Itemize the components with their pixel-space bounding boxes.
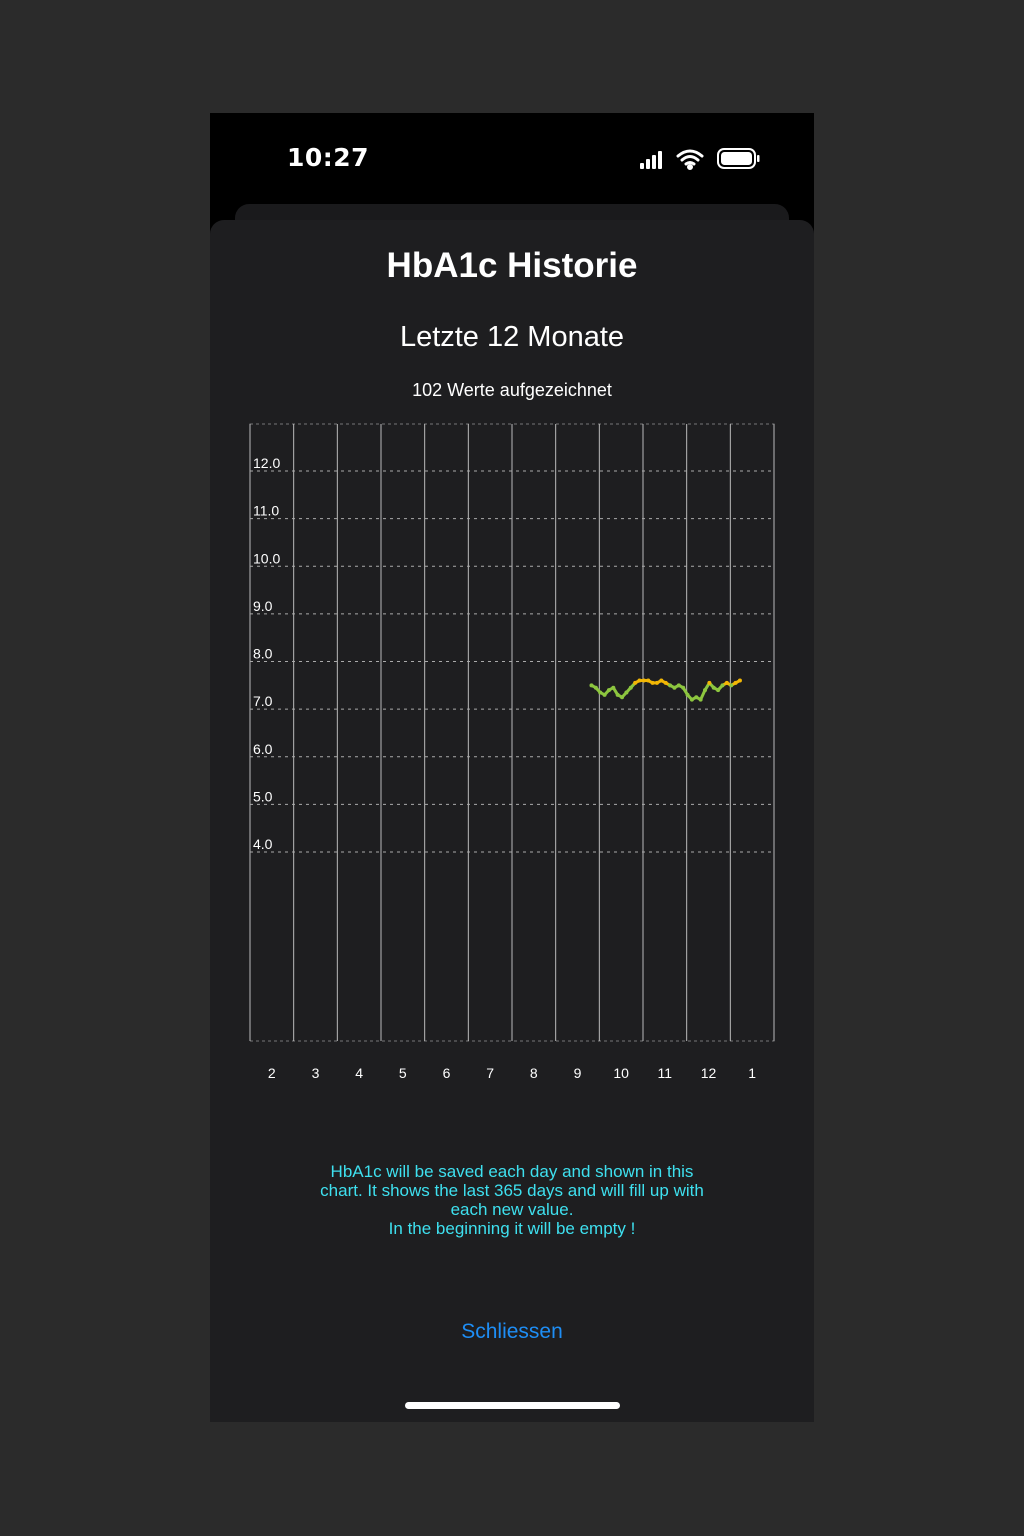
y-tick-label: 10.0 bbox=[253, 550, 280, 566]
x-tick-label: 10 bbox=[613, 1065, 629, 1081]
data-point bbox=[646, 678, 651, 683]
status-time: 10:27 bbox=[287, 143, 370, 172]
info-line: each new value. bbox=[450, 1200, 574, 1219]
data-point bbox=[668, 683, 673, 688]
data-point bbox=[707, 680, 712, 685]
data-point bbox=[637, 678, 642, 683]
data-point bbox=[720, 683, 725, 688]
data-point bbox=[598, 690, 603, 695]
data-point bbox=[615, 692, 620, 697]
y-tick-label: 8.0 bbox=[253, 646, 273, 662]
wifi-icon bbox=[676, 149, 704, 170]
home-indicator bbox=[405, 1402, 620, 1409]
x-tick-label: 5 bbox=[399, 1065, 407, 1081]
data-point bbox=[633, 680, 638, 685]
signal-icon bbox=[640, 151, 662, 169]
x-tick-label: 12 bbox=[701, 1065, 717, 1081]
x-tick-label: 11 bbox=[658, 1065, 673, 1081]
data-point bbox=[698, 697, 703, 702]
data-point bbox=[681, 685, 686, 690]
data-point bbox=[703, 688, 708, 693]
data-point bbox=[729, 683, 734, 688]
data-point bbox=[641, 678, 646, 683]
info-line: In the beginning it will be empty ! bbox=[388, 1219, 636, 1238]
x-tick-label: 8 bbox=[530, 1065, 538, 1081]
y-tick-label: 7.0 bbox=[253, 693, 273, 709]
x-tick-label: 3 bbox=[312, 1065, 320, 1081]
status-bar: 10:27 bbox=[210, 113, 814, 203]
page-title: HbA1c Historie bbox=[386, 246, 638, 285]
data-point bbox=[611, 685, 616, 690]
data-point bbox=[654, 680, 659, 685]
data-point bbox=[685, 692, 690, 697]
close-button[interactable]: Schliessen bbox=[461, 1320, 563, 1343]
data-point bbox=[650, 680, 655, 685]
y-tick-label: 6.0 bbox=[253, 741, 273, 757]
data-point bbox=[733, 680, 738, 685]
data-point bbox=[737, 678, 742, 683]
data-point bbox=[620, 695, 625, 700]
x-tick-label: 2 bbox=[268, 1065, 276, 1081]
y-tick-label: 5.0 bbox=[253, 788, 273, 804]
data-point bbox=[663, 680, 668, 685]
info-text: HbA1c will be saved each day and shown i… bbox=[272, 1162, 752, 1238]
data-point bbox=[606, 688, 611, 693]
data-point bbox=[689, 697, 694, 702]
x-tick-label: 6 bbox=[443, 1065, 451, 1081]
y-tick-label: 4.0 bbox=[253, 836, 273, 852]
x-tick-label: 7 bbox=[486, 1065, 494, 1081]
data-point bbox=[724, 680, 729, 685]
data-point bbox=[589, 683, 594, 688]
hba1c-chart: 12.0 11.0 10.0 9.0 8.0 7.0 6.0 5.0 4.0 2 3 4 5 6 7 8 9 10… bbox=[249, 423, 775, 1081]
x-tick-label: 4 bbox=[355, 1065, 363, 1081]
y-tick-label: 12.0 bbox=[253, 455, 280, 471]
data-point bbox=[672, 685, 677, 690]
phone-screen: 10:27 HbA1c Historie Letzte 12 Mo bbox=[210, 113, 814, 1422]
chart-subtitle: Letzte 12 Monate bbox=[399, 321, 625, 353]
data-point bbox=[593, 685, 598, 690]
data-point bbox=[716, 688, 721, 693]
y-tick-label: 11.0 bbox=[253, 503, 279, 519]
data-point bbox=[711, 685, 716, 690]
data-point bbox=[628, 685, 633, 690]
y-tick-label: 9.0 bbox=[253, 598, 273, 614]
x-tick-label: 1 bbox=[748, 1065, 756, 1081]
value-count: 102 Werte aufgezeichnet bbox=[412, 380, 612, 400]
x-tick-label: 9 bbox=[574, 1065, 582, 1081]
data-point bbox=[602, 692, 607, 697]
data-point bbox=[694, 695, 699, 700]
status-icons bbox=[640, 148, 760, 170]
data-point bbox=[676, 683, 681, 688]
data-point bbox=[624, 690, 629, 695]
battery-icon bbox=[717, 148, 760, 169]
info-line: HbA1c will be saved each day and shown i… bbox=[330, 1162, 694, 1181]
data-point bbox=[659, 678, 664, 683]
info-line: chart. It shows the last 365 days and wi… bbox=[320, 1181, 704, 1200]
